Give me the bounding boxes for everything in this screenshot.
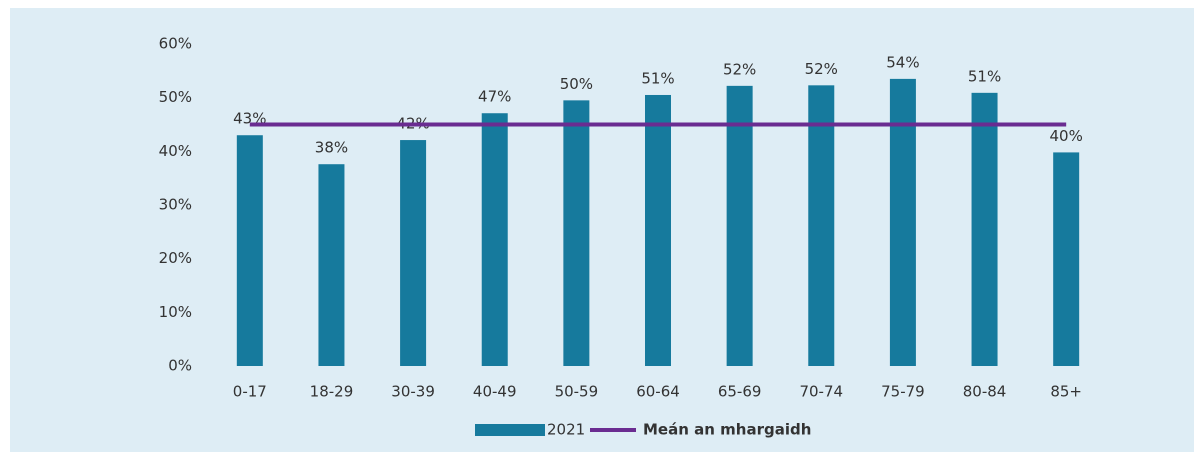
x-tick-label: 18-29 — [310, 383, 354, 401]
bar — [400, 140, 427, 366]
x-tick-label: 40-49 — [473, 383, 517, 401]
y-tick-label: 30% — [159, 196, 192, 214]
x-tick-label: 80-84 — [963, 383, 1007, 401]
bar — [645, 94, 671, 366]
x-tick-label: 75-79 — [881, 383, 925, 401]
bar — [318, 164, 345, 366]
x-tick-label: 85+ — [1050, 383, 1082, 401]
data-label: 47% — [478, 88, 511, 106]
bar — [481, 113, 508, 366]
x-tick-label: 70-74 — [799, 383, 843, 401]
x-tick-label: 50-59 — [555, 383, 599, 401]
y-tick-label: 50% — [159, 88, 192, 106]
data-label: 52% — [723, 60, 756, 78]
panel — [10, 8, 1194, 452]
legend-swatch — [475, 424, 545, 436]
bar — [726, 85, 753, 367]
y-tick-label: 10% — [159, 303, 192, 321]
data-label: 51% — [641, 69, 674, 87]
y-tick-label: 40% — [159, 142, 192, 160]
x-tick-label: 30-39 — [391, 383, 435, 401]
data-label: 54% — [886, 53, 919, 71]
data-label: 51% — [968, 67, 1001, 85]
legend-label: Meán an mhargaidh — [643, 421, 811, 439]
x-tick-label: 65-69 — [718, 383, 762, 401]
data-label: 40% — [1050, 127, 1083, 145]
bar — [1053, 152, 1080, 366]
data-label: 38% — [315, 139, 348, 157]
bar — [808, 85, 835, 366]
bar — [971, 92, 998, 366]
data-label: 52% — [805, 60, 838, 78]
bar — [236, 135, 263, 366]
x-tick-label: 60-64 — [636, 383, 680, 401]
y-tick-label: 0% — [168, 357, 192, 375]
bar — [563, 100, 590, 366]
y-tick-label: 20% — [159, 249, 192, 267]
data-label: 50% — [560, 75, 593, 93]
bar — [889, 78, 916, 366]
legend-label: 2021 — [547, 421, 585, 439]
x-tick-label: 0-17 — [233, 383, 267, 401]
y-tick-label: 60% — [159, 35, 192, 53]
